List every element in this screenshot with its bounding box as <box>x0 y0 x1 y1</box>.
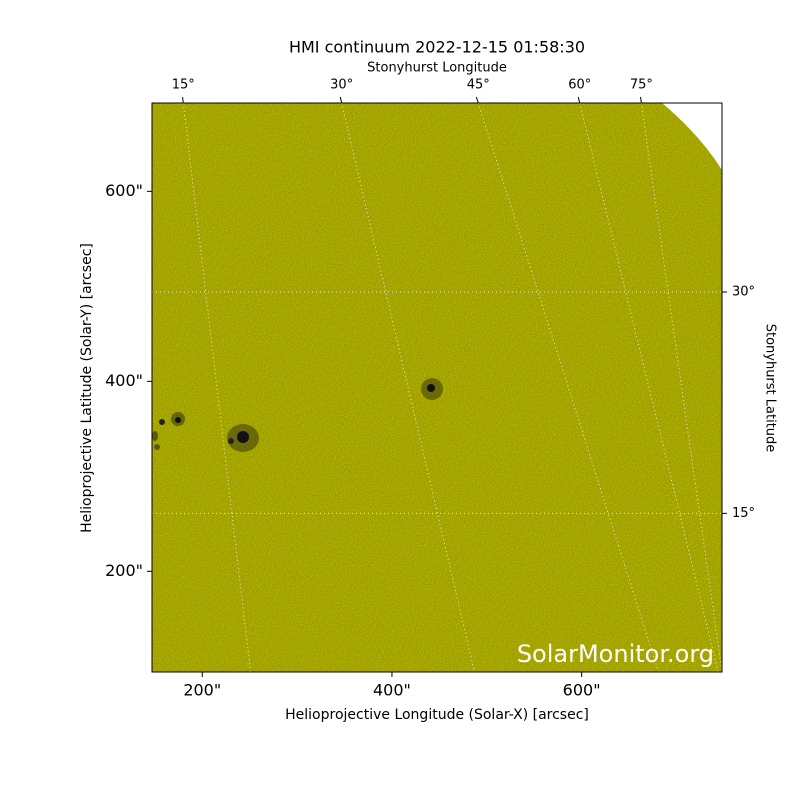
top-tick-label: 75° <box>630 78 653 93</box>
right-tick-label: 15° <box>732 506 755 521</box>
x-tick-label: 200" <box>183 681 221 700</box>
x-tick-label: 600" <box>563 681 601 700</box>
top-tick <box>577 96 581 104</box>
top-tick-label: 60° <box>568 78 591 93</box>
top-tick-label: 15° <box>172 78 195 93</box>
top-tick <box>475 96 479 104</box>
right-axis-label: Stonyhurst Latitude <box>763 324 778 453</box>
y-axis-label: Helioprojective Latitude (Solar-Y) [arcs… <box>79 243 95 533</box>
top-tick-label: 30° <box>330 78 353 93</box>
right-tick-label: 30° <box>732 285 755 300</box>
x-tick-label: 400" <box>373 681 411 700</box>
plot-area <box>152 103 722 672</box>
y-tick-label: 200" <box>105 561 143 580</box>
top-axis-label: Stonyhurst Longitude <box>367 61 507 76</box>
top-tick <box>339 96 343 104</box>
plot-frame <box>151 102 723 673</box>
chart-title: HMI continuum 2022-12-15 01:58:30 <box>289 38 585 57</box>
top-tick <box>640 96 642 104</box>
longitude-grid-line <box>341 103 475 672</box>
watermark: SolarMonitor.org <box>517 640 714 668</box>
top-tick <box>182 96 184 104</box>
y-tick-label: 600" <box>105 181 143 200</box>
x-axis-label: Helioprojective Longitude (Solar-X) [arc… <box>285 707 589 723</box>
top-tick-label: 45° <box>467 78 490 93</box>
sunspots <box>152 378 443 452</box>
limb-background <box>662 103 722 170</box>
longitude-grid-line <box>579 103 719 672</box>
grid <box>152 103 722 672</box>
y-tick-label: 400" <box>105 371 143 390</box>
